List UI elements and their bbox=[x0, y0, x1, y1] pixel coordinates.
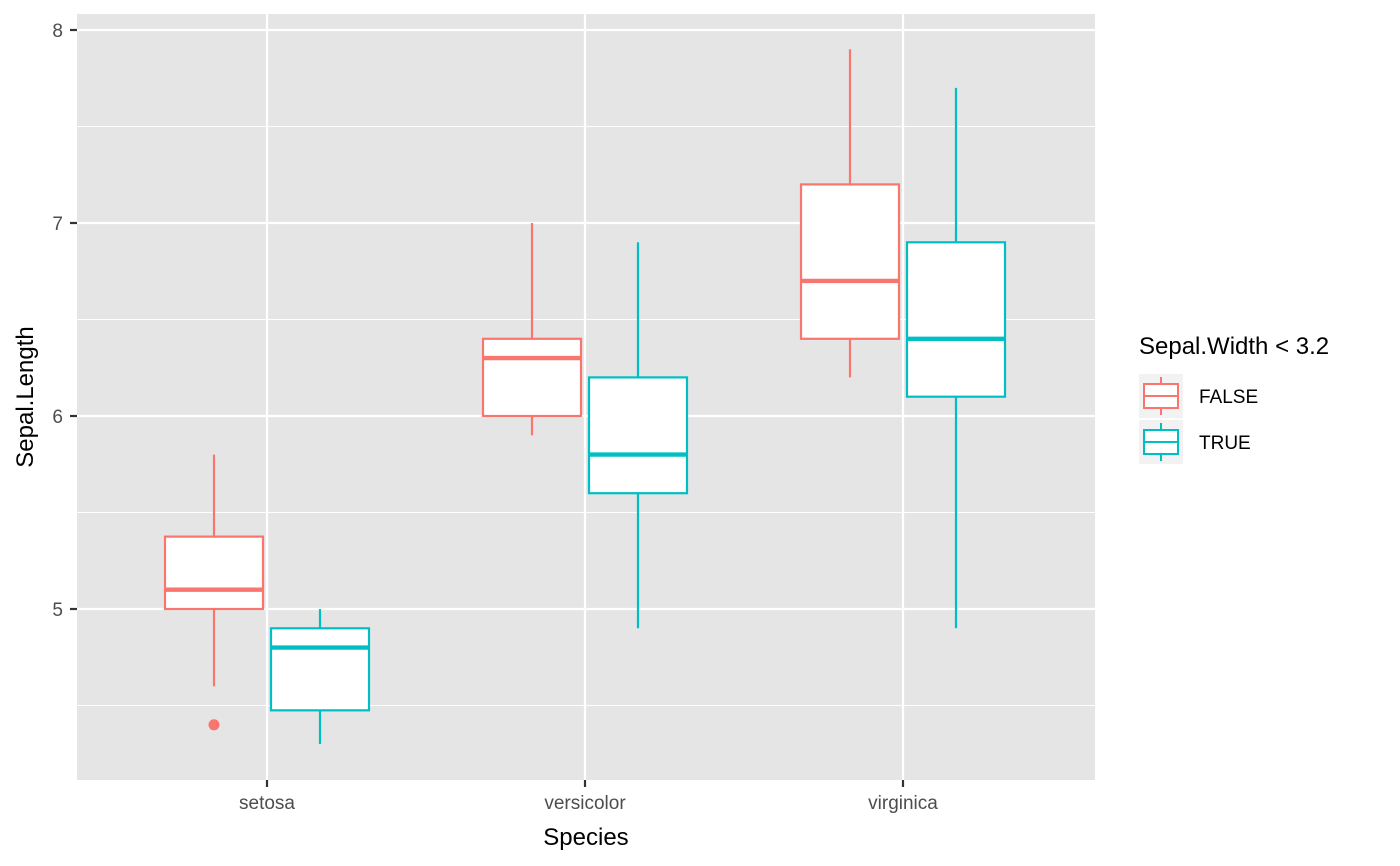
box-layer bbox=[163, 49, 1007, 745]
box-iqr bbox=[269, 627, 371, 712]
legend-item-label: FALSE bbox=[1199, 387, 1258, 408]
x-tick-label: virginica bbox=[868, 793, 938, 814]
x-axis: setosa versicolor virginica bbox=[239, 780, 938, 814]
box-iqr bbox=[905, 241, 1007, 398]
y-axis-title: Sepal.Length bbox=[12, 326, 39, 467]
box-false-virginica bbox=[799, 49, 901, 378]
x-tick-label: versicolor bbox=[544, 793, 626, 814]
outlier-point bbox=[208, 719, 220, 731]
box-iqr bbox=[587, 376, 689, 495]
legend-item-false: FALSE bbox=[1139, 374, 1258, 418]
x-axis-title: Species bbox=[543, 824, 628, 851]
box-false-setosa bbox=[163, 454, 265, 731]
legend: Sepal.Width < 3.2 FALSE TRUE bbox=[1139, 333, 1329, 464]
box-true-virginica bbox=[905, 87, 1007, 629]
x-tick-label: setosa bbox=[239, 793, 295, 814]
box-iqr bbox=[799, 183, 901, 340]
legend-title: Sepal.Width < 3.2 bbox=[1139, 333, 1329, 360]
y-tick-label: 5 bbox=[52, 600, 63, 621]
legend-item-label: TRUE bbox=[1199, 433, 1251, 454]
box-false-versicolor bbox=[481, 223, 583, 436]
y-tick-label: 8 bbox=[52, 21, 63, 42]
y-tick-label: 6 bbox=[52, 407, 63, 428]
box-true-versicolor bbox=[587, 242, 689, 629]
y-axis: 5 6 7 8 bbox=[52, 21, 77, 621]
y-tick-label: 7 bbox=[52, 214, 63, 235]
box-iqr bbox=[163, 535, 265, 611]
legend-item-true: TRUE bbox=[1139, 420, 1251, 464]
box-true-setosa bbox=[269, 609, 371, 745]
legend-keys: FALSE TRUE bbox=[1139, 374, 1258, 464]
box-iqr bbox=[481, 337, 583, 418]
grid-major bbox=[77, 14, 1095, 780]
